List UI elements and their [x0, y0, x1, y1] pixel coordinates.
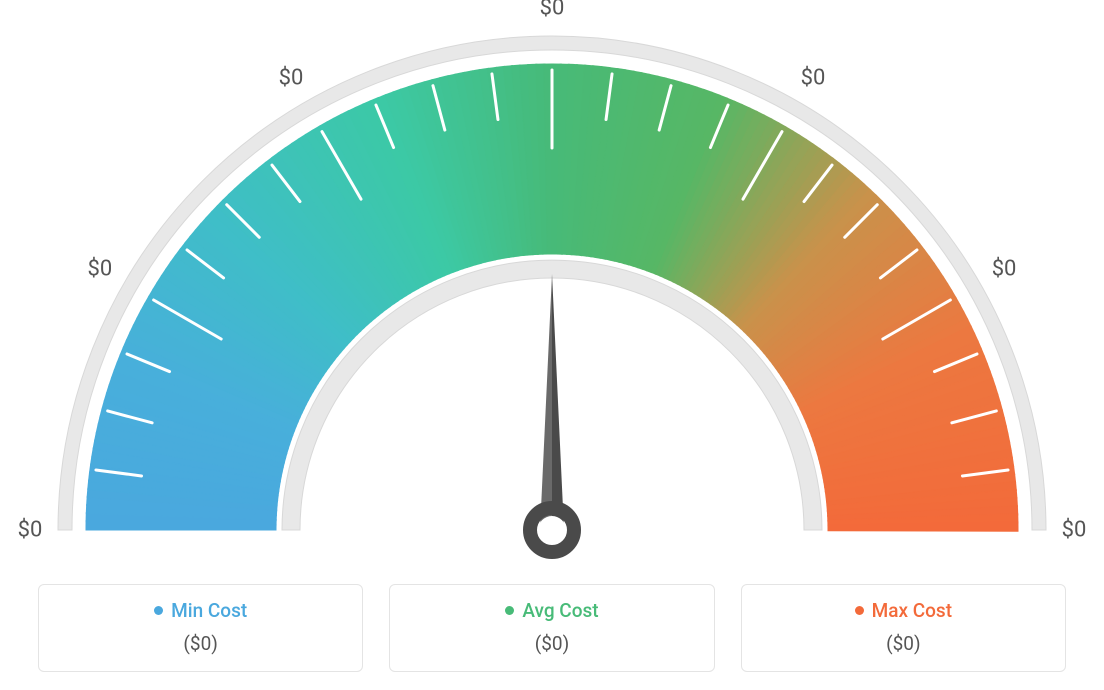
- legend-value-min: ($0): [49, 632, 352, 655]
- legend-card-avg: Avg Cost ($0): [389, 584, 714, 672]
- legend-title-min: Min Cost: [154, 599, 247, 622]
- legend-value-avg: ($0): [400, 632, 703, 655]
- gauge-tick-label: $0: [279, 65, 304, 90]
- legend-title-avg: Avg Cost: [505, 599, 598, 622]
- gauge-tick-label: $0: [18, 518, 43, 543]
- legend-dot-max: [855, 606, 864, 615]
- legend-row: Min Cost ($0) Avg Cost ($0) Max Cost ($0…: [38, 584, 1066, 672]
- gauge-tick-label: $0: [88, 257, 113, 282]
- legend-dot-min: [154, 606, 163, 615]
- legend-label-avg: Avg Cost: [522, 599, 598, 622]
- gauge-tick-label: $0: [992, 257, 1017, 282]
- legend-dot-avg: [505, 606, 514, 615]
- legend-value-max: ($0): [752, 632, 1055, 655]
- gauge-tick-label: $0: [801, 65, 826, 90]
- gauge-tick-label: $0: [1062, 518, 1087, 543]
- gauge-needle: [530, 274, 574, 552]
- gauge-tick-label: $0: [540, 0, 565, 21]
- gauge-area: $0 $0 $0 $0 $0 $0 $0: [0, 0, 1104, 560]
- legend-card-min: Min Cost ($0): [38, 584, 363, 672]
- legend-label-min: Min Cost: [171, 599, 247, 622]
- legend-card-max: Max Cost ($0): [741, 584, 1066, 672]
- gauge-svg: [0, 0, 1104, 560]
- legend-title-max: Max Cost: [855, 599, 952, 622]
- gauge-chart-container: $0 $0 $0 $0 $0 $0 $0 Min Cost ($0) Avg Cost ($…: [0, 0, 1104, 690]
- legend-label-max: Max Cost: [872, 599, 952, 622]
